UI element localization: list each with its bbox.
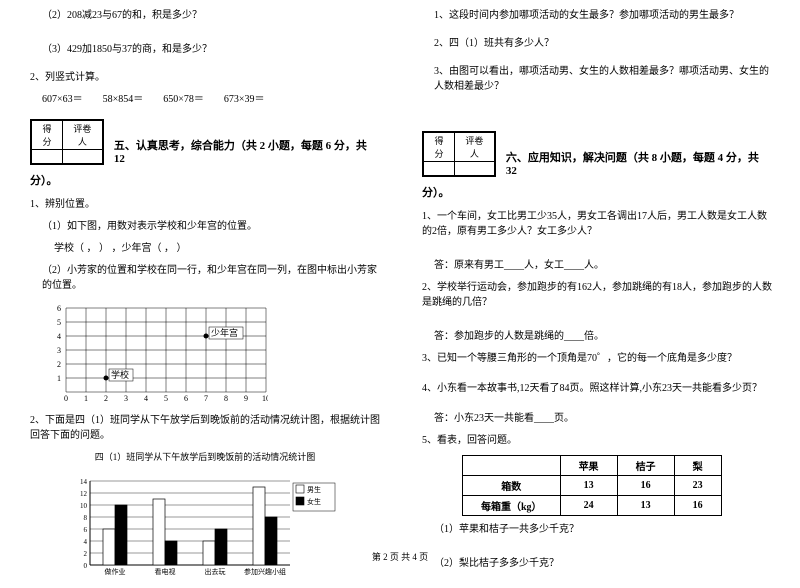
svg-text:6: 6	[184, 394, 188, 403]
sec5-title2: 分）。	[30, 173, 380, 190]
grader-label: 评卷人	[62, 121, 102, 150]
svg-text:10: 10	[80, 502, 88, 510]
page-footer: 第 2 页 共 4 页	[0, 550, 800, 563]
q2: （2）208减23与67的和，积是多少？	[30, 8, 380, 23]
grid-chart: 0 1 2 3 4 5 6 7 8 9 10 1 2 3 4 5 6 学校 少年宫	[48, 304, 268, 404]
section5-header: 得分评卷人 五、认真思考，综合能力（共 2 小题，每题 6 分，共 12	[30, 119, 380, 165]
svg-text:学校: 学校	[111, 369, 129, 380]
p5a: （1）苹果和桔子一共多少千克？	[422, 522, 772, 537]
svg-text:2: 2	[104, 394, 108, 403]
score-box-5: 得分评卷人	[30, 119, 104, 165]
bar-title: 四（1）班同学从下午放学后到晚饭前的活动情况统计图	[30, 450, 380, 463]
svg-text:男生: 男生	[307, 485, 321, 494]
svg-text:12: 12	[80, 490, 88, 498]
svg-text:4: 4	[84, 538, 88, 546]
p1a: 答：原来有男工____人，女工____人。	[422, 258, 772, 273]
q5-2: 2、下面是四（1）班同学从下午放学后到晚饭前的活动情况统计图，根据统计图回答下面…	[30, 413, 380, 443]
svg-text:7: 7	[204, 394, 208, 403]
calc-items: 607×63＝ 58×854＝ 650×78＝ 673×39＝	[30, 92, 380, 107]
r2: 2、四（1）班共有多少人？	[422, 36, 772, 51]
svg-text:女生: 女生	[307, 497, 321, 506]
r1: 1、这段时间内参加哪项活动的女生最多？参加哪项活动的男生最多？	[422, 8, 772, 23]
svg-text:1: 1	[57, 374, 61, 383]
svg-text:14: 14	[80, 478, 88, 486]
svg-text:8: 8	[224, 394, 228, 403]
svg-text:做作业: 做作业	[105, 567, 126, 576]
sec6-title: 六、应用知识，解决问题（共 8 小题，每题 4 分，共 32	[506, 149, 772, 177]
q5-1a: （1）如下图，用数对表示学校和少年宫的位置。	[30, 219, 380, 234]
svg-text:3: 3	[57, 346, 61, 355]
svg-text:1: 1	[84, 394, 88, 403]
q5-1a-line: 学校（ ， ） ，少年宫（ ， ）	[30, 241, 380, 256]
p4a: 答：小东23天一共能看____页。	[422, 411, 772, 426]
p3: 3、已知一个等腰三角形的一个顶角是70゜，它的每一个底角是多少度？	[422, 351, 772, 366]
q3: （3）429加1850与37的商，和是多少？	[30, 42, 380, 57]
svg-text:9: 9	[244, 394, 248, 403]
p2a: 答：参加跑步的人数是跳绳的____倍。	[422, 329, 772, 344]
page: （2）208减23与67的和，积是多少？ （3）429加1850与37的商，和是…	[0, 0, 800, 565]
q5-1b: （2）小芳家的位置和学校在同一行，和少年宫在同一列，在图中标出小芳家的位置。	[30, 263, 380, 293]
q5-1: 1、辨别位置。	[30, 197, 380, 212]
svg-text:2: 2	[57, 360, 61, 369]
svg-text:5: 5	[164, 394, 168, 403]
grader-label: 评卷人	[454, 133, 494, 162]
svg-text:看电视: 看电视	[155, 567, 176, 576]
svg-text:0: 0	[64, 394, 68, 403]
score-label: 得分	[424, 133, 455, 162]
svg-text:10: 10	[262, 394, 268, 403]
fruit-table: 苹果桔子梨箱数131623每箱重（kg）241316	[462, 455, 722, 516]
svg-text:4: 4	[144, 394, 148, 403]
r3: 3、由图可以看出，哪项活动男、女生的人数相差最多？哪项活动男、女生的人数相差最少…	[422, 64, 772, 94]
svg-text:5: 5	[57, 318, 61, 327]
svg-text:3: 3	[124, 394, 128, 403]
left-column: （2）208减23与67的和，积是多少？ （3）429加1850与37的商，和是…	[0, 0, 400, 565]
svg-text:参加兴趣小组: 参加兴趣小组	[244, 567, 286, 576]
sec6-title2: 分）。	[422, 185, 772, 202]
p1: 1、一个车间，女工比男工少35人，男女工各调出17人后，男工人数是女工人数的2倍…	[422, 209, 772, 239]
right-column: 1、这段时间内参加哪项活动的女生最多？参加哪项活动的男生最多？ 2、四（1）班共…	[400, 0, 800, 565]
svg-text:出去玩: 出去玩	[205, 567, 226, 576]
calc-head: 2、列竖式计算。	[30, 70, 380, 85]
svg-text:4: 4	[57, 332, 61, 341]
score-box-6: 得分评卷人	[422, 131, 496, 177]
p4: 4、小东看一本故事书,12天看了84页。照这样计算,小东23天一共能看多少页？	[422, 381, 772, 396]
svg-text:6: 6	[57, 304, 61, 313]
p5: 5、看表，回答问题。	[422, 433, 772, 448]
svg-text:6: 6	[84, 526, 88, 534]
svg-text:8: 8	[84, 514, 88, 522]
p2: 2、学校举行运动会，参加跑步的有162人，参加跳绳的有18人，参加跑步的人数是跳…	[422, 280, 772, 310]
score-label: 得分	[32, 121, 63, 150]
svg-text:少年宫: 少年宫	[211, 327, 238, 338]
section6-header: 得分评卷人 六、应用知识，解决问题（共 8 小题，每题 4 分，共 32	[422, 131, 772, 177]
sec5-title: 五、认真思考，综合能力（共 2 小题，每题 6 分，共 12	[114, 137, 380, 165]
